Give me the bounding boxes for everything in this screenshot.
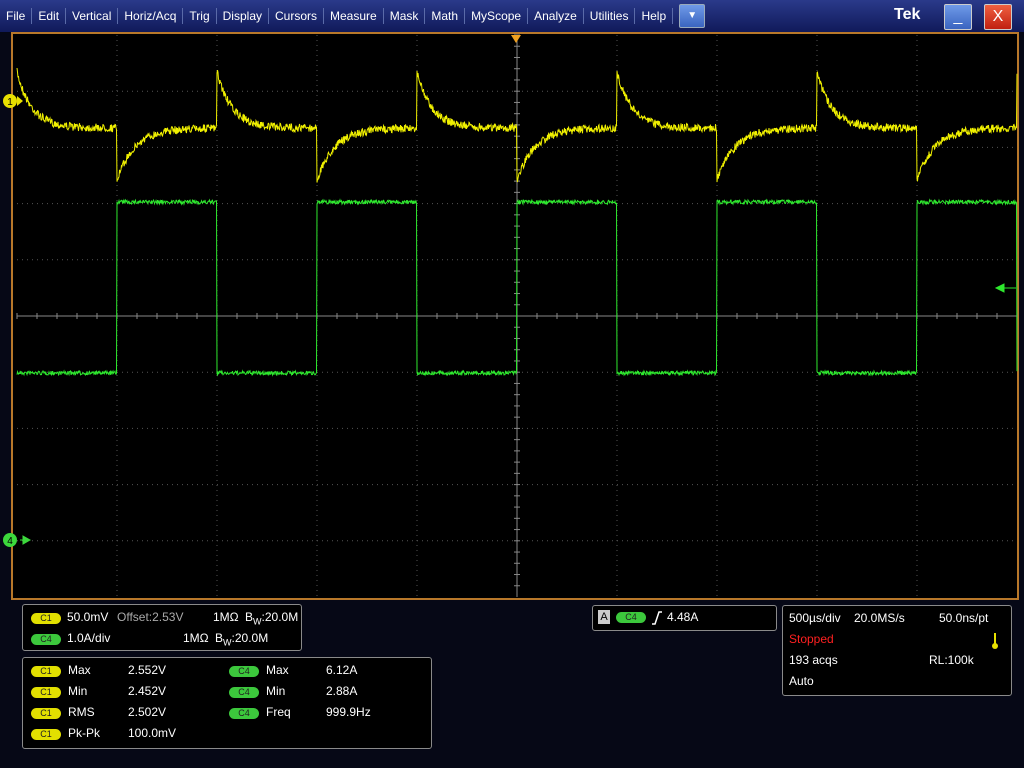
channel-panel: C1 50.0mV Offset:2.53V 1MΩ BW:20.0M C4 1…	[22, 604, 302, 651]
measurement-name: Max	[68, 663, 91, 677]
scale: 50.0mV	[67, 610, 109, 624]
bw-sub: W	[223, 637, 232, 648]
ch4-marker: 4	[3, 533, 32, 547]
badge: C4	[229, 708, 259, 719]
trigger-level-marker	[994, 283, 1016, 293]
badge: C1	[31, 708, 61, 719]
badge: C1	[31, 687, 61, 698]
menu-item[interactable]: Edit	[32, 8, 67, 24]
menu-item[interactable]: Analyze	[528, 8, 584, 24]
measurement-value: 100.0mV	[128, 726, 177, 740]
trigger-panel: A C4 4.48A	[592, 605, 777, 631]
marker-circle	[3, 94, 17, 108]
measurement-name: Pk-Pk	[68, 726, 101, 740]
menu-item[interactable]: Display	[217, 8, 269, 24]
measurement-value: 6.12A	[326, 663, 358, 677]
marker-circle	[3, 533, 17, 547]
measurement-name: Min	[68, 684, 88, 698]
time-scale: 500µs/div	[789, 611, 841, 625]
measurement-name: Max	[266, 663, 289, 677]
menu-item[interactable]: Trig	[183, 8, 217, 24]
trigger-position	[511, 35, 521, 43]
close-button[interactable]: X	[984, 4, 1012, 30]
bandwidth: BW:20.0M	[215, 631, 268, 647]
badge: C4	[31, 634, 61, 645]
bw-value: :20.0M	[231, 631, 269, 645]
menu-item[interactable]: File	[0, 8, 33, 24]
measurement-name: Min	[266, 684, 286, 698]
measurement-value: 2.452V	[128, 684, 167, 698]
impedance: 1MΩ	[213, 610, 239, 624]
bw-sub: W	[253, 616, 262, 627]
scale: 1.0A/div	[67, 631, 111, 645]
record-length: RL:100k	[929, 653, 974, 667]
brand: Tek	[894, 6, 921, 23]
measurement-value: 2.502V	[128, 705, 167, 719]
menu-dropdown[interactable]: ▼	[679, 4, 706, 28]
badge: C4	[229, 666, 259, 677]
menu-item[interactable]: Mask	[384, 8, 426, 24]
marker-arrow	[20, 535, 32, 545]
offset: Offset:2.53V	[117, 610, 184, 624]
menu-item[interactable]: Utilities	[584, 8, 636, 24]
ch1-marker: 1	[3, 94, 23, 108]
resolution: 50.0ns/pt	[939, 611, 989, 625]
marker-arrow	[17, 96, 23, 106]
badge: C1	[31, 666, 61, 677]
measurement-value: 2.552V	[128, 663, 167, 677]
menu-item[interactable]: Help	[635, 8, 674, 24]
menu-item[interactable]: Vertical	[66, 8, 119, 24]
badge: C4	[616, 612, 646, 623]
trigger-level: 4.48A	[667, 610, 699, 624]
acq-count: 193 acqs	[789, 653, 838, 667]
minimize-button[interactable]: _	[944, 4, 972, 30]
bandwidth: BW:20.0M	[245, 610, 298, 626]
bw-value: :20.0M	[261, 610, 299, 624]
trigger-label: A	[598, 610, 610, 624]
menu-item[interactable]: Cursors	[269, 8, 325, 24]
badge: C1	[31, 613, 61, 624]
bw-prefix: B	[215, 631, 224, 645]
ch1-trace	[16, 67, 1018, 183]
menu-item[interactable]: MyScope	[465, 8, 529, 24]
menu-item[interactable]: Math	[425, 8, 466, 24]
measurement-panel: C1 Max 2.552V C1 Min 2.452V C1 RMS 2.502V C1 Pk-Pk…	[22, 657, 432, 749]
menu-item[interactable]: Horiz/Acq	[118, 8, 184, 24]
measurement-value: 999.9Hz	[326, 705, 371, 719]
ch4-trace	[16, 198, 1018, 377]
acq-state: Stopped	[789, 632, 834, 646]
measurement-value: 2.88A	[326, 684, 358, 698]
measurement-name: Freq	[266, 705, 291, 719]
impedance: 1MΩ	[183, 631, 209, 645]
badge: C4	[229, 687, 259, 698]
badge: C1	[31, 729, 61, 740]
marker-label: 4	[7, 536, 13, 547]
bw-prefix: B	[245, 610, 254, 624]
menu-item[interactable]: Measure	[324, 8, 384, 24]
measurement-name: RMS	[68, 705, 95, 719]
graticule: 14	[3, 32, 1019, 600]
horizontal-panel: 500µs/div 20.0MS/s 50.0ns/pt Stopped 193…	[782, 605, 1012, 696]
sample-rate: 20.0MS/s	[854, 611, 905, 625]
marker-label: 1	[7, 97, 13, 108]
slope-icon	[652, 611, 662, 625]
menu-bar: File Edit Vertical Horiz/Acq Trig Display Curs…	[0, 0, 1024, 32]
trigger-icon	[992, 633, 998, 649]
trigger-mode: Auto	[789, 674, 814, 688]
